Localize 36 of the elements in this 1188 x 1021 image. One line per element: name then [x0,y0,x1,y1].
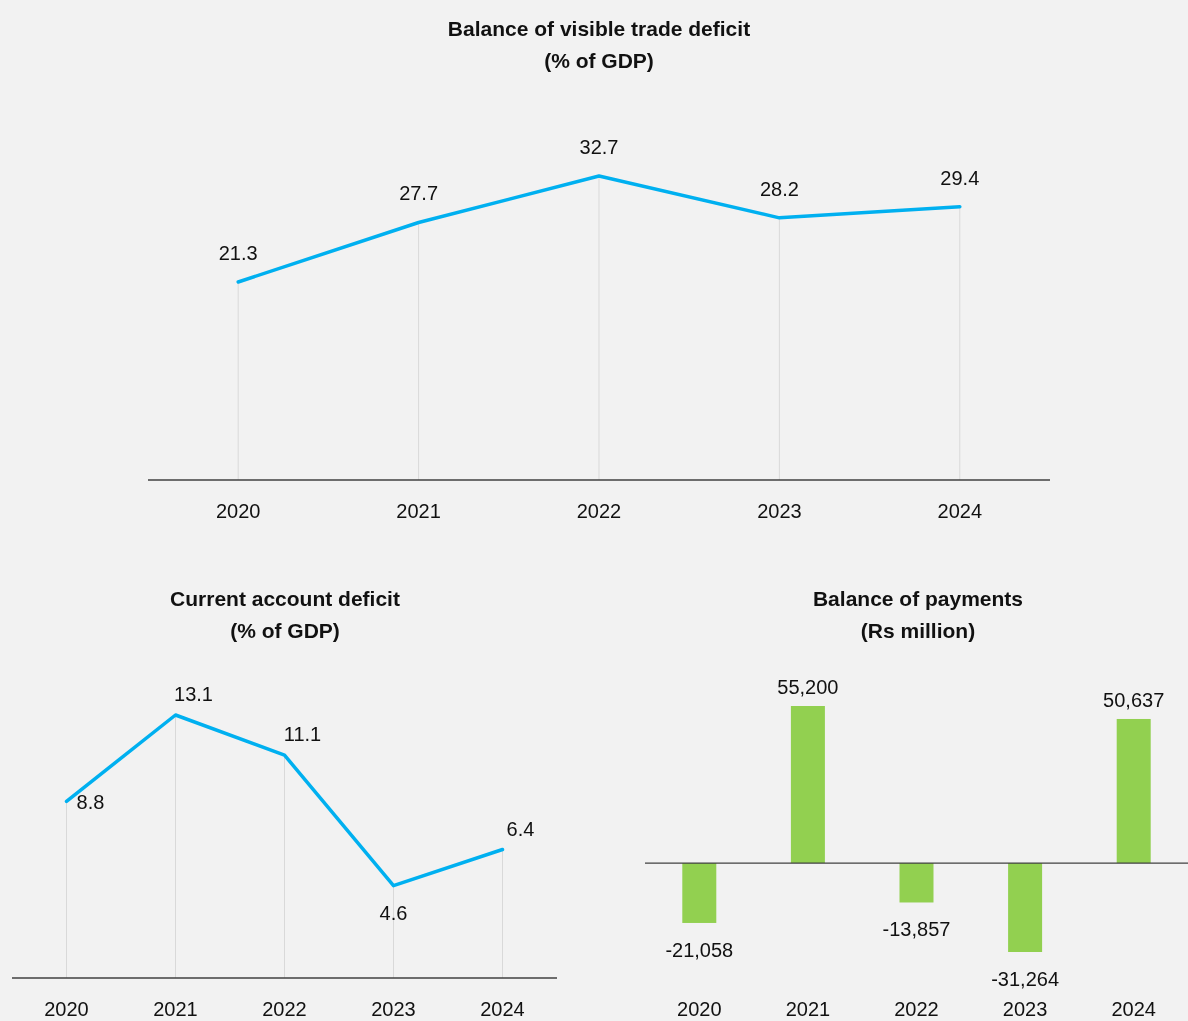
x-tick-label: 2020 [44,998,89,1020]
chart-title: Current account deficit [170,587,400,610]
x-tick-label: 2020 [677,998,722,1020]
data-label: 28.2 [759,177,799,200]
chart-title: Balance of visible trade deficit [447,17,751,40]
x-tick-label: 2024 [480,998,525,1020]
x-tick-label: 2022 [894,998,939,1020]
chart-title: Balance of payments [812,587,1024,610]
data-label: 55,200 [777,676,839,698]
x-tick-label: 2024 [1111,998,1156,1020]
data-label: 29.4 [940,166,980,189]
chart-subtitle: (Rs million) [860,619,976,642]
x-tick-label: 2022 [262,998,307,1020]
x-tick-label: 2023 [1002,998,1048,1020]
data-label: 4.6 [379,901,408,924]
x-tick-label: 2024 [937,500,983,522]
data-label: -21,058 [665,938,734,961]
data-label: 50,637 [1103,688,1165,711]
x-tick-label: 2021 [153,998,198,1020]
data-label: 32.7 [579,136,619,158]
x-tick-label: 2021 [396,500,441,522]
chart-subtitle: (% of GDP) [544,49,654,72]
x-tick-label: 2023 [371,998,416,1020]
x-tick-label: 2023 [757,500,802,522]
data-label: 8.8 [76,791,105,814]
data-label: 27.7 [399,182,439,205]
x-tick-label: 2021 [785,998,831,1020]
chart-subtitle: (% of GDP) [230,619,340,642]
data-label: -31,264 [991,968,1060,990]
data-label: 6.4 [506,817,535,840]
data-label: 21.3 [218,241,258,264]
data-label: -13,857 [882,918,951,941]
data-label: 13.1 [174,683,213,705]
data-label: 11.1 [283,723,322,746]
x-tick-label: 2020 [215,500,261,522]
x-tick-label: 2022 [576,500,622,522]
